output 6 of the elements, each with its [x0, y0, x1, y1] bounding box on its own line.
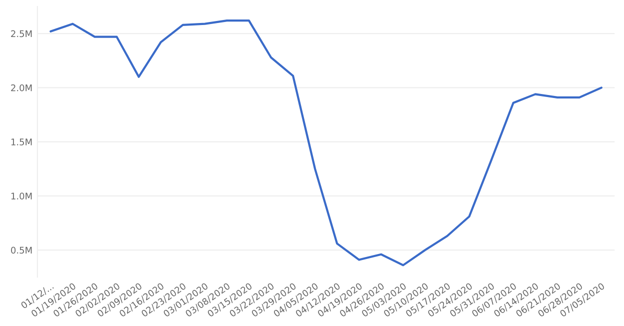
- y-tick-label: 1.5M: [11, 138, 32, 146]
- y-tick-label: 1.0M: [11, 192, 32, 200]
- y-tick-label: 2.0M: [11, 84, 32, 92]
- y-tick-label: 0.5M: [11, 246, 32, 254]
- y-tick-label: 2.5M: [11, 30, 32, 38]
- line-series: [50, 20, 602, 266]
